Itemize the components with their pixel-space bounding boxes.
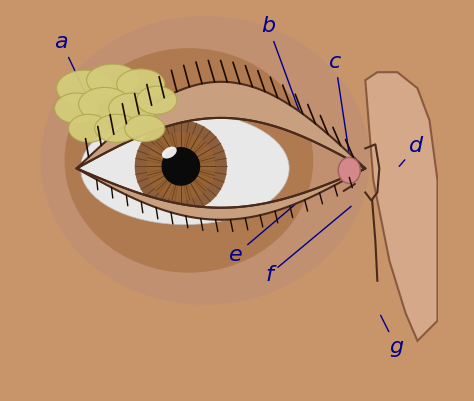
Ellipse shape — [95, 114, 139, 142]
Text: f: f — [265, 206, 351, 285]
Polygon shape — [77, 168, 365, 220]
Text: d: d — [399, 136, 424, 166]
Text: c: c — [329, 52, 349, 152]
Ellipse shape — [162, 147, 177, 158]
Ellipse shape — [109, 93, 157, 124]
Ellipse shape — [79, 87, 131, 121]
Ellipse shape — [338, 158, 360, 184]
Ellipse shape — [40, 16, 369, 305]
Ellipse shape — [117, 69, 165, 99]
Ellipse shape — [81, 112, 289, 225]
Text: e: e — [229, 194, 307, 265]
Circle shape — [146, 132, 216, 201]
Polygon shape — [365, 72, 438, 341]
Text: g: g — [381, 315, 403, 357]
Text: a: a — [55, 32, 91, 106]
Polygon shape — [77, 82, 365, 168]
Ellipse shape — [55, 93, 99, 124]
Circle shape — [162, 147, 200, 186]
Circle shape — [135, 120, 227, 213]
Ellipse shape — [125, 115, 165, 142]
Text: b: b — [261, 16, 300, 113]
Ellipse shape — [69, 114, 109, 142]
Ellipse shape — [64, 48, 313, 273]
Ellipse shape — [137, 86, 177, 114]
Ellipse shape — [56, 70, 113, 106]
Ellipse shape — [87, 64, 139, 96]
